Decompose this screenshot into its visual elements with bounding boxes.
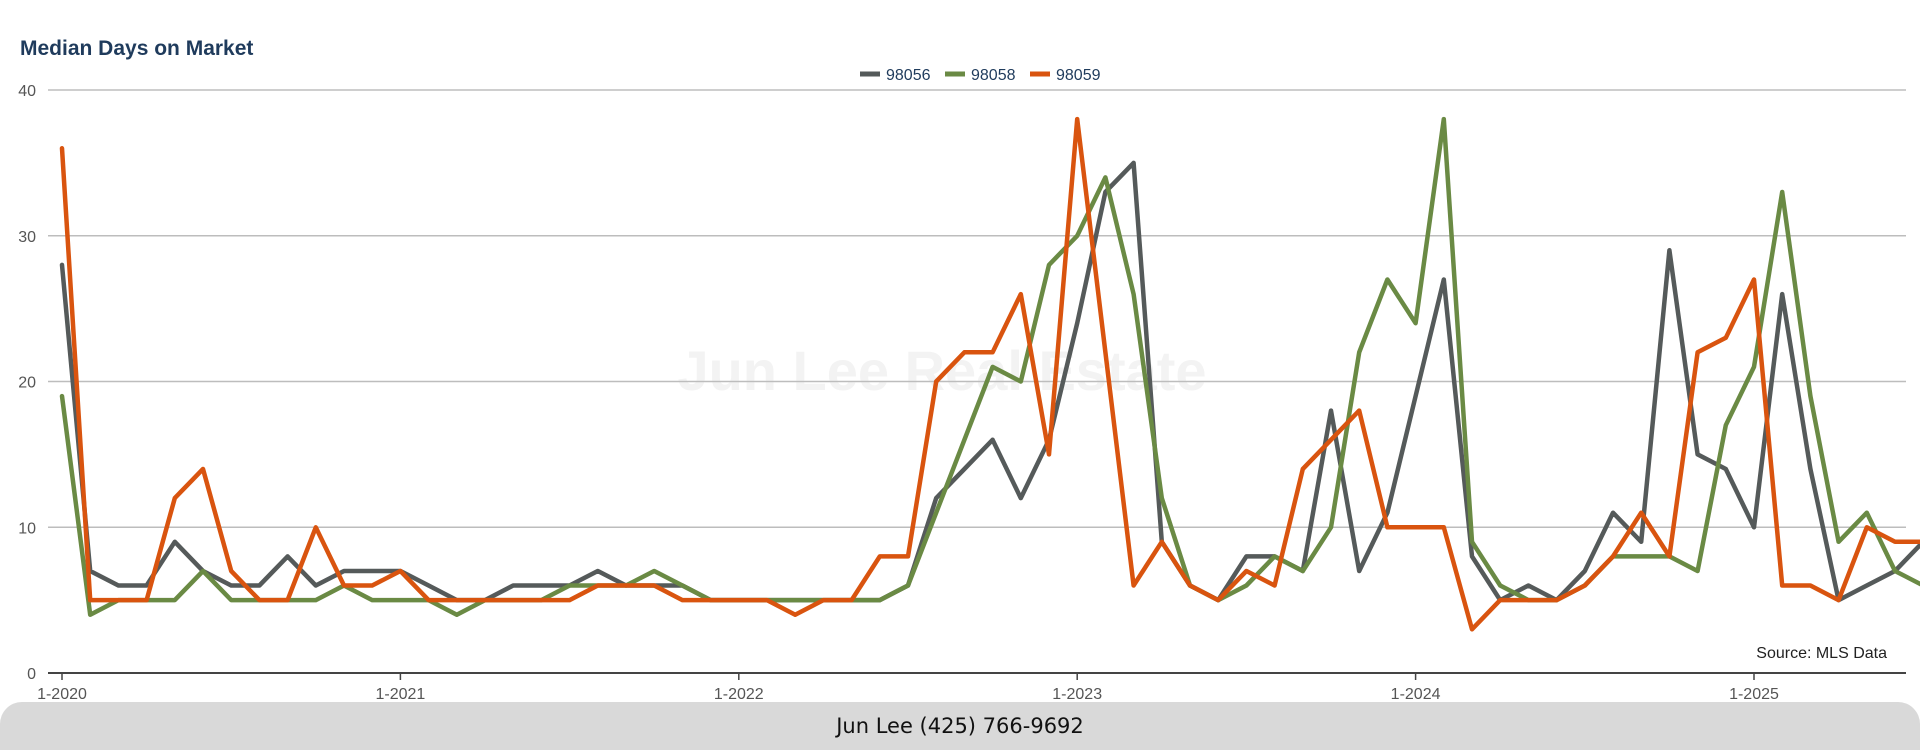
- x-tick-label: 1-2020: [37, 686, 87, 703]
- y-tick-label: 0: [27, 666, 36, 683]
- series-line-98059: [59, 116, 1920, 632]
- series-line-98056: [59, 160, 1920, 603]
- source-note: Source: MLS Data: [1756, 645, 1887, 662]
- series-lines: [59, 116, 1920, 632]
- legend: 98056 98058 98059: [860, 67, 1101, 84]
- x-tick-label: 1-2024: [1391, 686, 1441, 703]
- footer-contact: Jun Lee (425) 766-9692: [0, 702, 1920, 750]
- y-axis-ticks: 0 10 20 30 40: [18, 83, 36, 683]
- y-tick-label: 10: [18, 520, 36, 537]
- x-axis: 1-2020 1-2021 1-2022 1-2023 1-2024 1-2025: [37, 672, 1906, 703]
- legend-item-98058: 98058: [945, 67, 1016, 84]
- x-tick-label: 1-2022: [714, 686, 764, 703]
- y-tick-label: 40: [18, 83, 36, 100]
- legend-item-98059: 98059: [1030, 67, 1101, 84]
- legend-label: 98059: [1056, 67, 1101, 84]
- legend-item-98056: 98056: [860, 67, 931, 84]
- watermark: Jun Lee Real Estate: [677, 339, 1206, 402]
- chart-title: Median Days on Market: [20, 37, 253, 60]
- y-tick-label: 30: [18, 229, 36, 246]
- legend-label: 98056: [886, 67, 931, 84]
- gridlines: [48, 89, 1906, 528]
- y-tick-label: 20: [18, 375, 36, 392]
- x-tick-label: 1-2025: [1729, 686, 1779, 703]
- x-tick-label: 1-2023: [1052, 686, 1102, 703]
- x-tick-label: 1-2021: [375, 686, 425, 703]
- legend-label: 98058: [971, 67, 1016, 84]
